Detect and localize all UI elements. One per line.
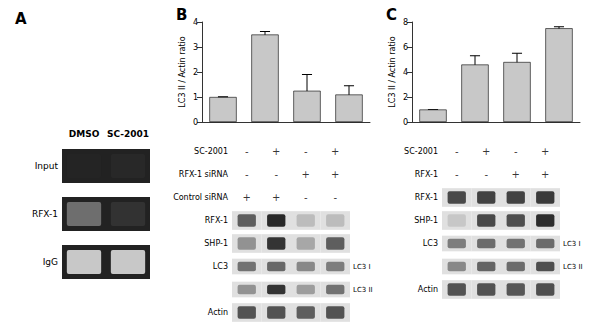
svg-text:SC-2001: SC-2001 <box>107 129 149 139</box>
svg-text:C: C <box>386 6 397 24</box>
svg-text:B: B <box>176 6 187 24</box>
svg-text:+: + <box>243 192 251 203</box>
svg-text:-: - <box>484 169 488 180</box>
svg-text:RFX-1: RFX-1 <box>32 209 58 219</box>
svg-text:-: - <box>514 146 518 157</box>
svg-text:2: 2 <box>193 68 198 77</box>
svg-text:6: 6 <box>403 43 408 52</box>
svg-text:0: 0 <box>403 118 408 127</box>
svg-text:-: - <box>455 169 459 180</box>
svg-text:-: - <box>304 192 308 203</box>
svg-text:IgG: IgG <box>43 257 58 267</box>
svg-text:DMSO: DMSO <box>69 129 100 139</box>
svg-text:Control siRNA: Control siRNA <box>173 193 228 202</box>
svg-text:SC-2001: SC-2001 <box>194 147 228 156</box>
svg-text:-: - <box>274 169 278 180</box>
svg-text:Actin: Actin <box>208 308 228 317</box>
svg-text:+: + <box>331 169 339 180</box>
svg-text:+: + <box>272 192 280 203</box>
svg-text:3: 3 <box>193 43 198 52</box>
svg-text:SC-2001: SC-2001 <box>404 147 438 156</box>
svg-text:Actin: Actin <box>418 285 438 294</box>
svg-text:SHP-1: SHP-1 <box>414 216 438 225</box>
svg-text:8: 8 <box>403 18 408 27</box>
svg-text:+: + <box>302 169 310 180</box>
svg-text:+: + <box>541 146 549 157</box>
svg-text:1: 1 <box>193 93 198 102</box>
svg-text:LC3 II / Actin ratio: LC3 II / Actin ratio <box>388 36 397 107</box>
svg-text:LC3 II: LC3 II <box>353 286 373 294</box>
svg-text:+: + <box>331 146 339 157</box>
svg-text:-: - <box>333 192 337 203</box>
svg-text:A: A <box>15 10 27 28</box>
svg-text:LC3 I: LC3 I <box>563 240 581 248</box>
svg-text:+: + <box>541 169 549 180</box>
svg-text:SHP-1: SHP-1 <box>204 239 228 248</box>
svg-text:-: - <box>455 146 459 157</box>
svg-text:4: 4 <box>193 18 198 27</box>
svg-text:LC3: LC3 <box>213 262 228 271</box>
svg-text:RFX-1: RFX-1 <box>415 193 438 202</box>
svg-text:LC3 II / Actin ratio: LC3 II / Actin ratio <box>178 36 187 107</box>
svg-text:4: 4 <box>403 68 408 77</box>
svg-text:RFX-1 siRNA: RFX-1 siRNA <box>179 170 229 179</box>
svg-text:LC3 II: LC3 II <box>563 263 583 271</box>
svg-text:0: 0 <box>193 118 198 127</box>
svg-text:LC3 I: LC3 I <box>353 263 371 271</box>
svg-text:-: - <box>245 146 249 157</box>
svg-text:+: + <box>482 146 490 157</box>
svg-text:Input: Input <box>35 161 59 171</box>
svg-text:+: + <box>272 146 280 157</box>
svg-text:RFX-1: RFX-1 <box>415 170 438 179</box>
svg-text:+: + <box>512 169 520 180</box>
svg-text:-: - <box>245 169 249 180</box>
svg-text:LC3: LC3 <box>423 239 438 248</box>
svg-text:-: - <box>304 146 308 157</box>
svg-text:RFX-1: RFX-1 <box>205 216 228 225</box>
svg-text:2: 2 <box>403 93 408 102</box>
